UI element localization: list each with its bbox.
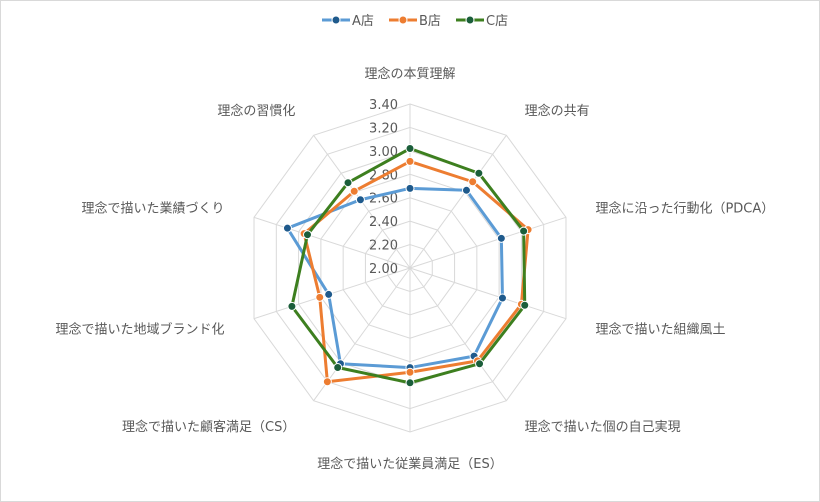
category-label: 理念の共有 [525,103,590,119]
grid-spoke [409,216,567,269]
data-point [468,177,478,187]
series-A店 [282,183,507,373]
category-label: 理念で描いた地域ブランド化 [56,321,225,337]
legend-label: C店 [486,14,508,29]
legend-marker [465,15,475,25]
category-label: 理念の本質理解 [364,66,455,82]
legend-marker [398,15,408,25]
data-point [405,183,415,193]
data-point [496,233,506,243]
data-point [497,293,507,303]
data-point [333,363,343,373]
tick-label: 2.20 [369,239,398,254]
legend-item: A店 [322,14,374,29]
tick-label: 3.20 [369,121,398,136]
category-label: 理念で描いた顧客満足（CS） [122,419,295,435]
category-label: 理念の習慣化 [217,103,295,119]
data-point [324,289,334,299]
series-B店 [299,156,533,387]
data-point [405,156,415,166]
data-point [315,292,325,302]
series-C店 [287,144,530,388]
legend-marker [331,15,341,25]
data-point [405,367,415,377]
data-point [519,226,529,236]
legend-item: B店 [389,14,441,29]
grid-spoke [409,135,507,269]
grid-spoke [409,267,507,401]
data-point [349,186,359,196]
data-point [474,168,484,178]
data-point [322,377,332,387]
data-point [287,301,297,311]
category-label: 理念で描いた組織風土 [595,321,725,337]
legend-item: C店 [456,14,508,29]
data-point [405,144,415,154]
tick-label: 3.40 [369,98,398,113]
data-point [303,230,313,240]
data-point [405,378,415,388]
legend-label: A店 [352,14,374,29]
category-label: 理念で描いた従業員満足（ES） [317,456,502,472]
data-point [282,223,292,233]
grid-spoke [253,216,411,269]
grid-spoke [409,267,567,320]
data-point [475,359,485,369]
tick-label: 2.00 [369,262,398,277]
tick-label: 3.00 [369,145,398,160]
category-label: 理念で描いた個の自己実現 [525,419,681,435]
category-label: 理念に沿った行動化（PDCA） [595,201,774,217]
data-point [343,178,353,188]
legend-label: B店 [419,14,441,29]
data-point [355,195,365,205]
tick-label: 2.40 [369,215,398,230]
category-label: 理念で描いた業績づくり [82,201,225,217]
data-point [461,185,471,195]
data-point [520,300,530,310]
